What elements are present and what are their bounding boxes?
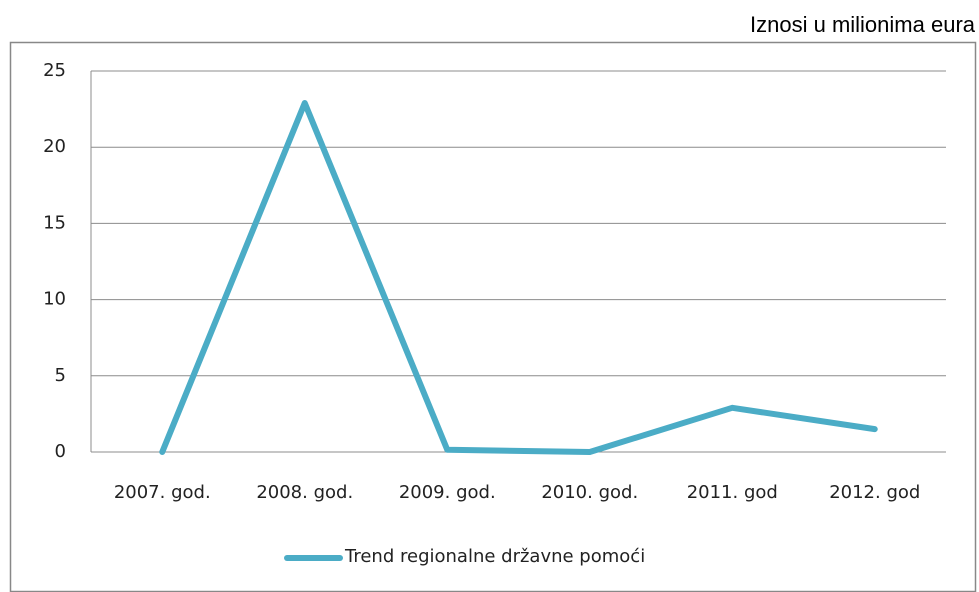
y-tick-label: 25 — [43, 60, 66, 81]
x-tick-label: 2011. god — [687, 482, 778, 503]
legend-label: Trend regionalne državne pomoći — [344, 546, 645, 567]
x-tick-label: 2008. god. — [256, 482, 353, 503]
series-line — [159, 100, 878, 455]
x-tick-label: 2007. god. — [114, 482, 211, 503]
y-tick-label: 20 — [43, 136, 66, 157]
units-note: Iznosi u milionima eura — [750, 12, 976, 37]
x-tick-label: 2012. god — [829, 482, 920, 503]
y-tick-label: 15 — [43, 212, 66, 233]
y-tick-label: 0 — [55, 441, 66, 462]
x-tick-label: 2010. god. — [541, 482, 638, 503]
chart-frame — [9, 41, 977, 592]
y-tick-label: 10 — [43, 289, 66, 310]
y-tick-label: 5 — [55, 365, 66, 386]
x-tick-label: 2009. god. — [399, 482, 496, 503]
